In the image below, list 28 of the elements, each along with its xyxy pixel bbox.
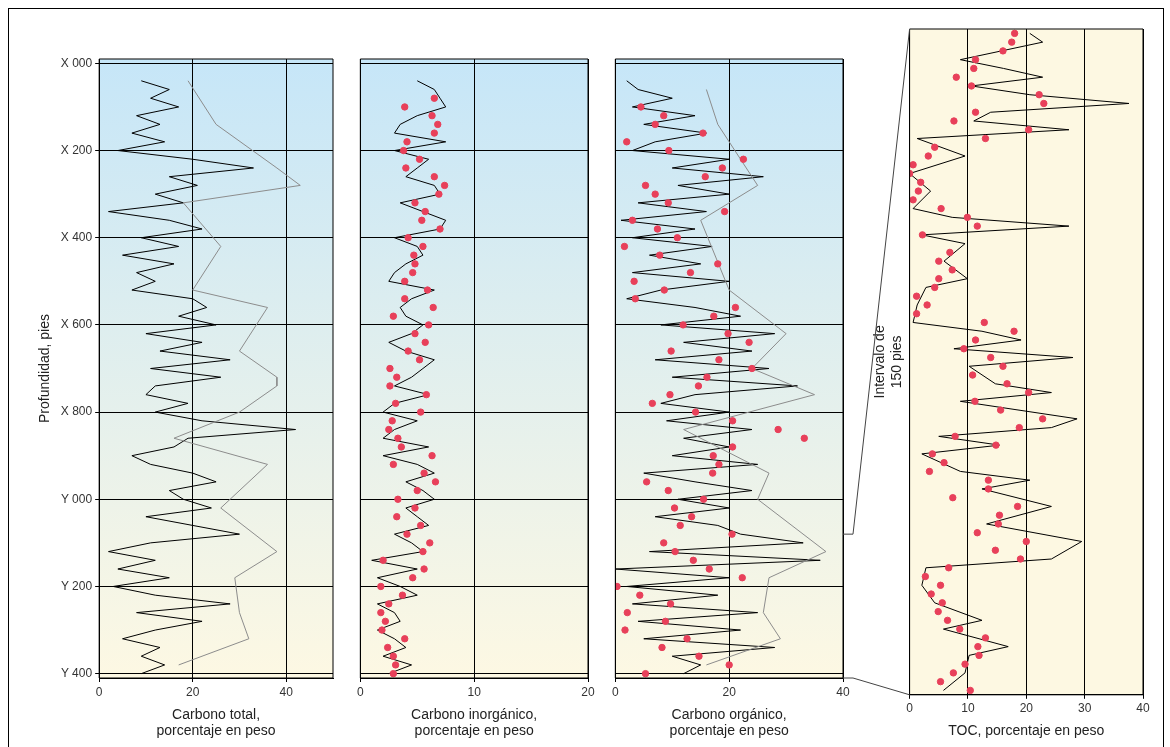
x-tick-label: 20 (1019, 701, 1034, 716)
y-tick-label: Y 000 (61, 491, 93, 506)
y-tick-label: Y 200 (61, 578, 93, 593)
x-tick-label: 0 (611, 684, 619, 699)
x-tick-label: 20 (722, 684, 737, 699)
x-tick-label: 0 (95, 684, 103, 699)
y-tick-label: X 400 (60, 230, 93, 245)
y-tick-label: Y 400 (61, 665, 93, 680)
y-axis-title: Profundidad, pies (36, 314, 53, 423)
y-axis-title: Intervalo de 150 pies (871, 325, 905, 399)
x-axis-title: Carbono inorgánico, porcentaje en peso (411, 705, 538, 739)
x-tick-label: 40 (1136, 701, 1150, 716)
x-tick-label: 40 (279, 684, 294, 699)
x-axis-title: TOC, porcentaje en peso (948, 722, 1105, 739)
x-tick-label: 30 (1077, 701, 1092, 716)
y-tick-label: X 800 (60, 404, 93, 419)
x-axis-title: Carbono total, porcentaje en peso (156, 705, 276, 739)
x-tick-label: 0 (906, 701, 914, 716)
x-tick-label: 20 (186, 684, 200, 699)
y-tick-label: X 200 (60, 142, 93, 157)
x-tick-label: 0 (356, 684, 364, 699)
x-tick-label: 10 (467, 684, 482, 699)
x-tick-label: 10 (961, 701, 975, 716)
y-tick-label: X 600 (60, 317, 93, 332)
x-tick-label: 20 (581, 684, 595, 699)
y-tick-label: X 000 (60, 55, 93, 70)
x-tick-label: 40 (836, 684, 850, 699)
x-axis-title: Carbono orgánico, porcentaje en peso (669, 705, 789, 739)
